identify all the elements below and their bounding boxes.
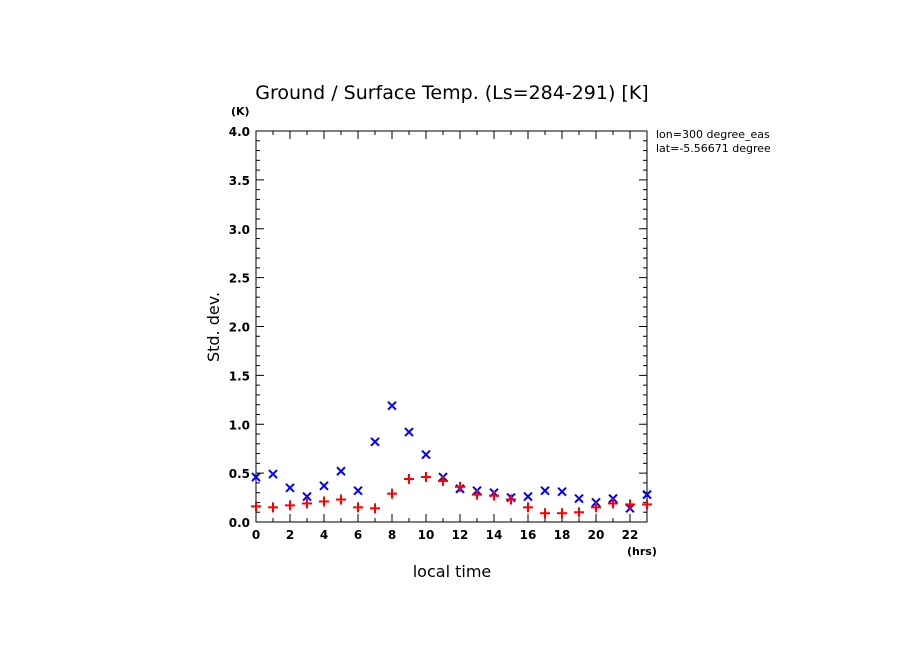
red-plus-point xyxy=(591,502,601,513)
x-tick-label: 10 xyxy=(418,528,435,542)
red-plus-point xyxy=(557,508,567,519)
red-plus-point xyxy=(472,489,482,500)
lon-annotation: lon=300 degree_eas xyxy=(656,128,770,141)
blue-x-point xyxy=(421,449,431,460)
y-tick-label: 4.0 xyxy=(229,125,250,139)
y-tick-label: 2.5 xyxy=(229,272,250,286)
y-tick-label: 2.0 xyxy=(229,321,250,335)
red-plus-point xyxy=(455,481,465,492)
chart-title: Ground / Surface Temp. (Ls=284-291) [K] xyxy=(255,82,648,104)
x-tick-label: 0 xyxy=(252,528,260,542)
blue-x-point xyxy=(404,427,414,437)
red-plus-point xyxy=(574,507,584,518)
x-tick-label: 12 xyxy=(452,528,469,542)
red-plus-point xyxy=(251,501,261,512)
red-plus-point xyxy=(387,488,397,499)
y-axis-label: Std. dev. xyxy=(204,292,223,362)
x-tick-label: 4 xyxy=(320,528,328,542)
y-unit-label: (K) xyxy=(231,105,250,118)
x-tick-label: 22 xyxy=(622,528,639,542)
blue-x-point xyxy=(353,486,363,496)
y-tick-label: 1.5 xyxy=(229,369,250,383)
lat-annotation: lat=-5.56671 degree xyxy=(656,142,771,155)
red-plus-point xyxy=(642,499,652,510)
y-tick-label: 0.0 xyxy=(229,516,250,530)
blue-x-point xyxy=(574,493,584,504)
blue-x-point xyxy=(642,489,652,500)
red-plus-point xyxy=(523,502,533,513)
red-plus-point xyxy=(319,496,329,507)
red-plus-point xyxy=(421,472,431,483)
red-plus-point xyxy=(404,473,414,484)
y-tick-label: 0.5 xyxy=(229,467,250,481)
x-axis-label: local time xyxy=(413,562,492,581)
plot-frame xyxy=(255,130,648,523)
x-tick-label: 20 xyxy=(588,528,605,542)
red-plus-point xyxy=(540,508,550,519)
red-plus-point xyxy=(285,500,295,511)
blue-x-point xyxy=(336,466,346,476)
red-plus-point xyxy=(353,502,363,513)
red-plus-point xyxy=(608,498,618,509)
x-unit-label: (hrs) xyxy=(627,545,657,558)
x-tick-label: 6 xyxy=(354,528,362,542)
blue-x-point xyxy=(523,491,533,502)
red-plus-point xyxy=(489,490,499,501)
blue-x-point xyxy=(540,486,550,496)
blue-x-point xyxy=(557,486,567,497)
x-tick-label: 18 xyxy=(554,528,571,542)
red-plus-point xyxy=(370,503,380,514)
red-plus-point xyxy=(336,494,346,505)
red-plus-point xyxy=(438,475,448,486)
blue-x-point xyxy=(319,481,329,491)
y-tick-label: 3.0 xyxy=(229,223,250,237)
blue-x-point xyxy=(268,469,278,479)
x-tick-label: 16 xyxy=(520,528,537,542)
blue-x-point xyxy=(370,437,380,447)
marks-layer xyxy=(251,400,652,519)
blue-x-point xyxy=(285,483,295,493)
red-plus-point xyxy=(506,494,516,505)
blue-x-point xyxy=(302,491,312,502)
blue-x-point xyxy=(387,400,397,411)
x-tick-label: 14 xyxy=(486,528,503,542)
y-tick-label: 3.5 xyxy=(229,174,250,188)
x-tick-label: 2 xyxy=(286,528,294,542)
axes-layer: 0 2 4 6 8 10 12 14 16 18 20 22 0.0 0.5 1.0 1.5 2.0 2.5 3.0… xyxy=(229,125,648,542)
y-tick-label: 1.0 xyxy=(229,418,250,432)
red-plus-point xyxy=(625,499,635,510)
red-plus-point xyxy=(302,498,312,509)
red-plus-point xyxy=(268,502,278,513)
blue-x-point xyxy=(251,472,261,482)
x-tick-label: 8 xyxy=(388,528,396,542)
